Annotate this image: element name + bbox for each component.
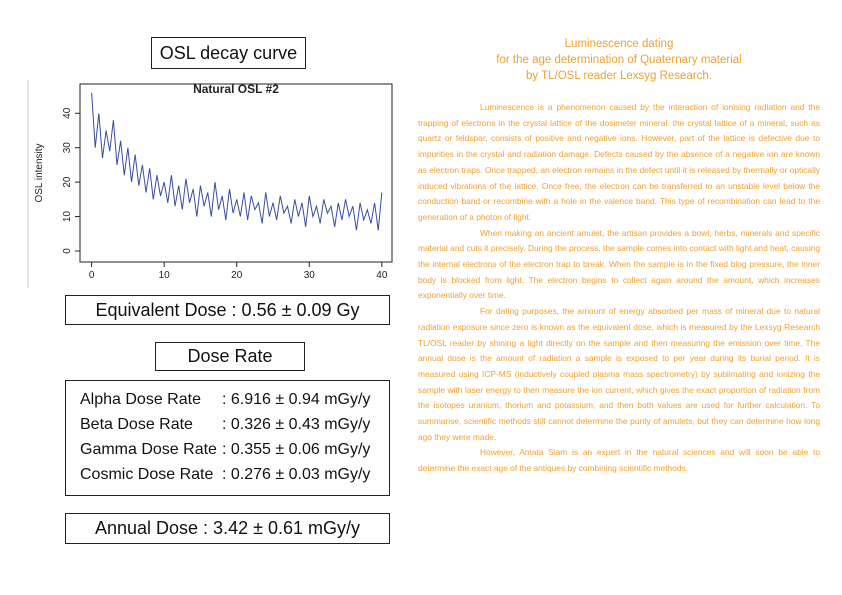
paragraph: When making an ancient amulet, the artis… (418, 227, 820, 301)
dose-rate-value: : 0.355 ± 0.06 mGy/y (222, 440, 371, 458)
plot-frame (79, 83, 393, 263)
x-tick-label: 0 (89, 270, 95, 281)
y-tick-label: 30 (62, 142, 73, 154)
chart: Natural OSL #2 OSL intensity 0 10 20 30 40 0 1… (27, 80, 393, 288)
y-tick-label: 20 (62, 176, 73, 188)
article-body: Luminescence is a phenomenon caused by t… (418, 100, 820, 477)
y-tick-label: 10 (62, 211, 73, 223)
y-tick-label: 0 (62, 248, 73, 254)
paragraph: Luminescence is a phenomenon caused by t… (418, 102, 820, 222)
y-axis-label: OSL intensity (34, 143, 45, 202)
x-tick-label: 40 (376, 270, 388, 281)
dose-rate-row: Beta Dose Rate : 0.326 ± 0.43 mGy/y (80, 412, 389, 437)
article-title-line: for the age determination of Quaternary … (496, 54, 742, 66)
dose-rate-title: Dose Rate (155, 342, 305, 371)
dose-rate-row: Gamma Dose Rate : 0.355 ± 0.06 mGy/y (80, 437, 389, 462)
x-tick-label: 10 (159, 270, 171, 281)
osl-curve (91, 92, 383, 231)
dose-rate-label: Cosmic Dose Rate (80, 465, 214, 483)
dose-rate-row: Cosmic Dose Rate : 0.276 ± 0.03 mGy/y (80, 462, 389, 487)
y-tick-label: 40 (62, 107, 73, 119)
paragraph: However, Amata Siam is an expert in the … (418, 447, 820, 474)
dose-rate-value: : 0.326 ± 0.43 mGy/y (222, 415, 371, 433)
annual-dose: Annual Dose : 3.42 ± 0.61 mGy/y (65, 513, 390, 544)
dose-rate-value: : 6.916 ± 0.94 mGy/y (222, 390, 371, 408)
article-title-line: Luminescence dating (564, 38, 674, 50)
dose-rate-value: : 0.276 ± 0.03 mGy/y (222, 465, 371, 483)
panel-title: OSL decay curve (151, 37, 306, 69)
dose-rate-table: Alpha Dose Rate : 6.916 ± 0.94 mGy/y Beta … (65, 380, 390, 496)
dose-rate-label: Gamma Dose Rate (80, 440, 217, 458)
article-title-line: by TL/OSL reader Lexsyg Research. (525, 70, 712, 82)
x-tick-label: 30 (304, 270, 316, 281)
article: Luminescence dating for the age determina… (418, 36, 820, 477)
dose-rate-label: Beta Dose Rate (80, 415, 193, 433)
chart-title: Natural OSL #2 (193, 82, 279, 96)
paragraph: For dating purposes, the amount of energ… (418, 306, 820, 442)
x-tick-label: 20 (231, 270, 243, 281)
equivalent-dose: Equivalent Dose : 0.56 ± 0.09 Gy (65, 295, 390, 325)
dose-rate-row: Alpha Dose Rate : 6.916 ± 0.94 mGy/y (80, 387, 389, 412)
article-title: Luminescence dating for the age determina… (418, 36, 820, 84)
dose-rate-label: Alpha Dose Rate (80, 390, 201, 408)
